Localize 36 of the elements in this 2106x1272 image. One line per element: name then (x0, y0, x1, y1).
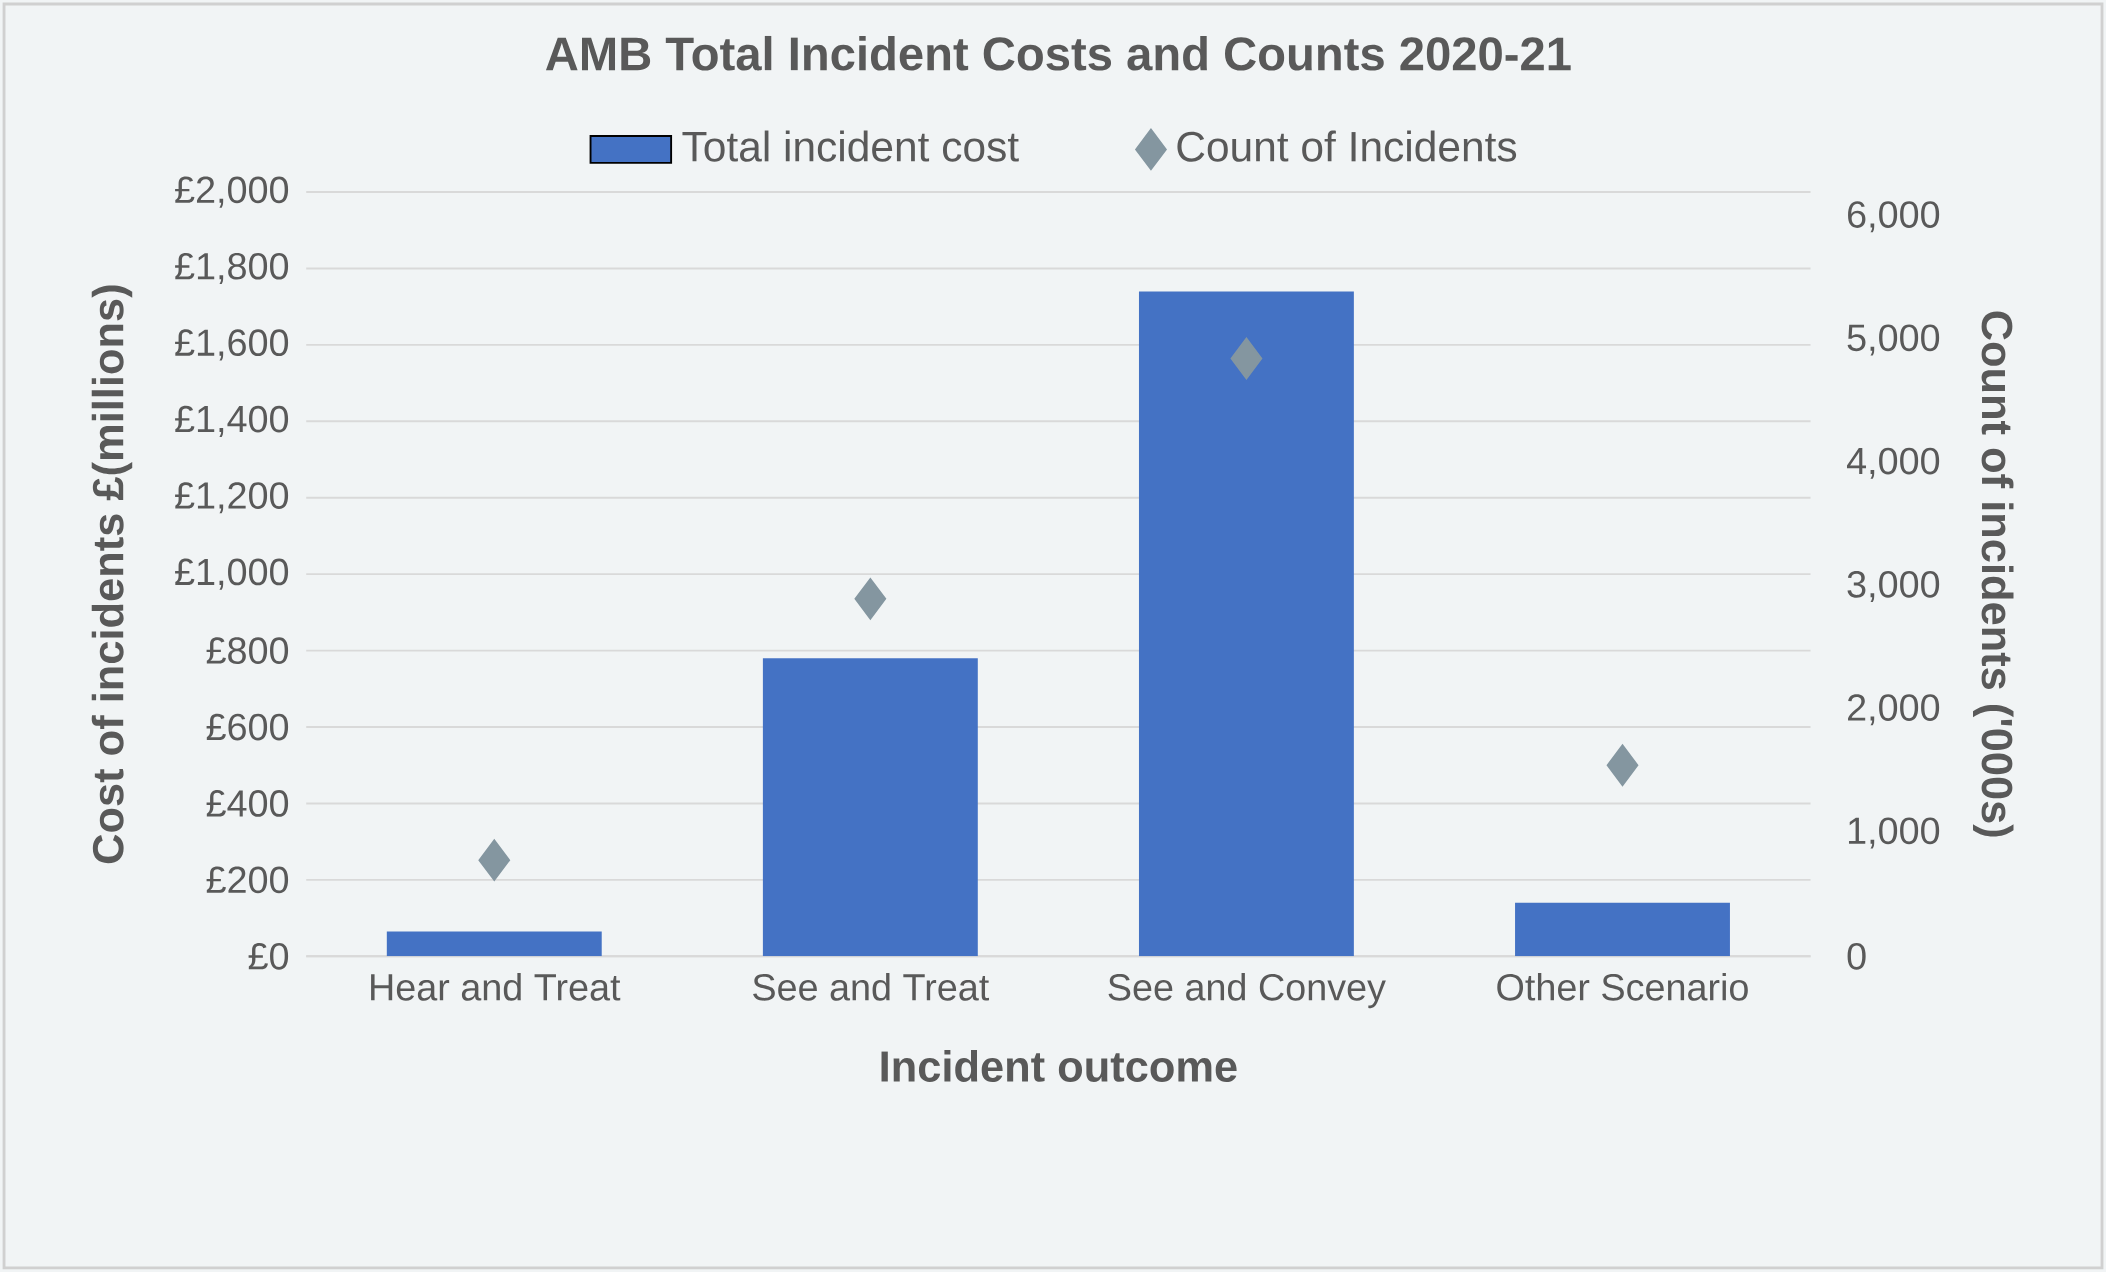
point (854, 578, 887, 620)
y-tick-label: £1,800 (175, 252, 289, 285)
x-tick-label: Hear and Treat (371, 972, 621, 1001)
point (1606, 744, 1639, 787)
x-tick-label: Other Scenario (1497, 972, 1748, 1001)
bar (1138, 291, 1354, 957)
legend-label: Total incident cost (682, 130, 1019, 162)
chart-title: AMB Total Incident Costs and Counts 2020-21 (545, 35, 1571, 71)
legend-label: Count of Incidents (1177, 130, 1517, 162)
y-tick-label: £1,400 (175, 405, 289, 437)
y2-tick-label: 0 (1847, 942, 1866, 970)
y-tick-label: £2,000 (175, 176, 289, 208)
x-tick-label: See and Treat (753, 972, 990, 1001)
y-tick-label: £800 (206, 637, 289, 664)
y-tick-label: £1,600 (175, 329, 289, 361)
y2-tick-label: 3,000 (1847, 570, 1940, 603)
y2-tick-label: 1,000 (1848, 817, 1940, 849)
y-tick-label: £200 (206, 866, 289, 894)
point (1230, 337, 1263, 380)
y-tick-label: £1,200 (175, 482, 289, 514)
y2-tick-label: 4,000 (1846, 447, 1940, 479)
y-tick-label: £0 (248, 942, 289, 970)
bar (386, 931, 602, 957)
point (478, 839, 511, 881)
y2-tick-label: 5,000 (1847, 324, 1940, 356)
bar (1515, 902, 1730, 957)
y-tick-label: £600 (206, 713, 289, 741)
y-tick-label: £400 (206, 790, 289, 817)
y-tick-label: £1,000 (175, 558, 289, 590)
y2-tick-label: 6,000 (1848, 201, 1940, 233)
y-axis-title: Cost of incidents £(millions) (91, 285, 133, 864)
y2-tick-label: 2,000 (1848, 694, 1940, 726)
bar (762, 658, 978, 957)
y2-axis-title: Count of incidents ('000s) (1973, 311, 2014, 837)
x-tick-label: See and Convey (1108, 972, 1386, 1009)
x-axis-title: Incident outcome (881, 1050, 1237, 1082)
